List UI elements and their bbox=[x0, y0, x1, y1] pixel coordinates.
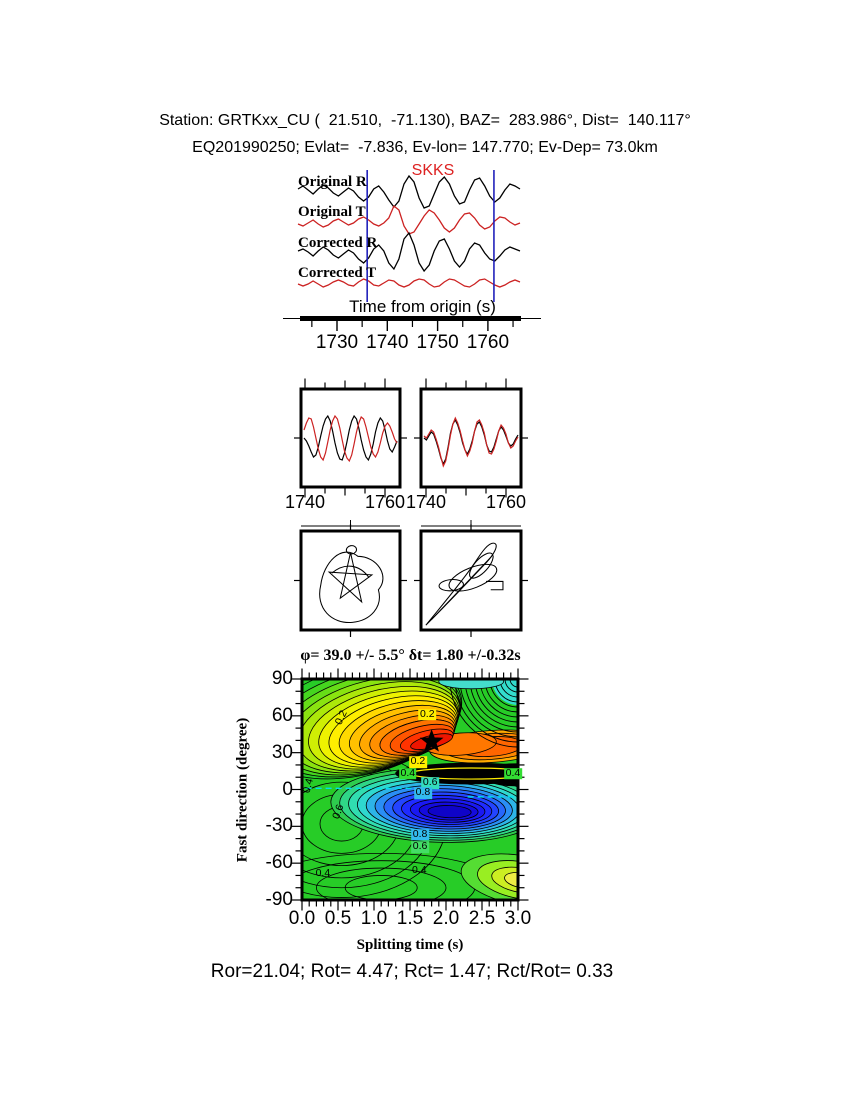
fast-slow-corrected-frame bbox=[419, 387, 523, 489]
particle-motion-uncorrected-curves bbox=[319, 545, 384, 623]
top-cyan-patch bbox=[438, 679, 504, 690]
particle-motion-uncorrected-curve bbox=[345, 545, 358, 555]
fast-slow-uncorrected-frame bbox=[299, 387, 402, 489]
error-surface-map bbox=[302, 679, 518, 900]
particle-motion-corrected-curve bbox=[431, 555, 493, 620]
seismogram-trace bbox=[297, 204, 521, 235]
cold-anomaly-ring bbox=[427, 805, 472, 819]
particle-motion-corrected-curve bbox=[438, 578, 464, 592]
particle-motion-corrected-frame bbox=[419, 529, 523, 632]
fast-slow-uncorrected-trace bbox=[303, 414, 398, 463]
null-region bbox=[481, 763, 518, 787]
contour-frame bbox=[300, 677, 520, 902]
particle-motion-uncorrected-curve bbox=[327, 552, 374, 604]
particle-motion-uncorrected-curve bbox=[319, 551, 384, 623]
fast-slow-corrected-trace bbox=[423, 418, 519, 466]
particle-motion-corrected-curve bbox=[486, 580, 504, 591]
seismogram-trace bbox=[297, 231, 521, 273]
fast-slow-corrected-trace bbox=[423, 416, 519, 468]
bottom-right-ring bbox=[504, 872, 518, 889]
contour-line bbox=[344, 875, 418, 900]
particle-motion-uncorrected-frame bbox=[299, 529, 402, 632]
seismogram-trace bbox=[297, 278, 521, 288]
contour-line bbox=[316, 867, 447, 900]
null-region bbox=[395, 762, 518, 785]
particle-motion-uncorrected-curve bbox=[331, 565, 370, 579]
fast-slow-uncorrected-trace bbox=[303, 414, 398, 462]
particle-motion-corrected-curve bbox=[448, 563, 498, 592]
seismogram-trace bbox=[297, 174, 521, 209]
particle-motion-corrected-curve bbox=[425, 542, 497, 626]
best-fit-star bbox=[419, 729, 444, 752]
particle-motion-corrected-curve bbox=[469, 552, 494, 579]
bottom-right-ring bbox=[491, 866, 518, 894]
particle-motion-corrected-curves bbox=[425, 542, 504, 626]
